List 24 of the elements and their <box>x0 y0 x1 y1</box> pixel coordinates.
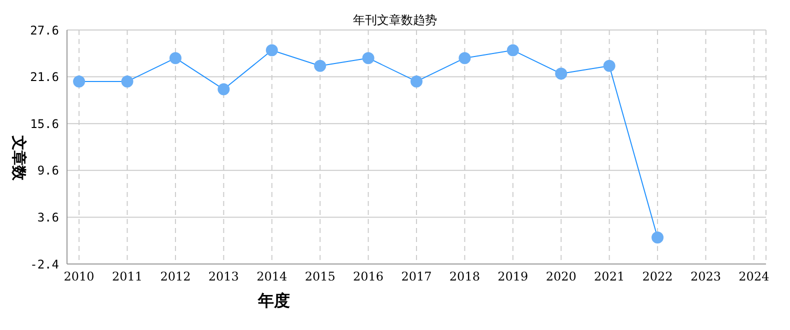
x-tick-label: 2015 <box>304 270 336 284</box>
y-tick-label: 27.6 <box>30 23 59 38</box>
x-tick-label: 2010 <box>64 270 94 284</box>
x-tick-label: 2016 <box>353 270 384 284</box>
x-axis-title: 年度 <box>258 291 290 312</box>
x-tick-label: 2019 <box>498 270 528 284</box>
x-tick-label: 2024 <box>738 270 770 284</box>
x-tick-label: 2020 <box>546 270 576 284</box>
x-tick-label: 2021 <box>594 270 625 284</box>
y-tick-label: 9.6 <box>37 164 59 178</box>
x-tick-label: 2012 <box>160 270 191 284</box>
chart-title: 年刊文章数趋势 <box>353 13 437 27</box>
y-axis-title: 文章数 <box>9 134 28 182</box>
y-tick-label: 15.6 <box>30 116 59 131</box>
x-tick-label: 2011 <box>112 270 143 284</box>
x-tick-label: 2014 <box>256 270 288 284</box>
y-tick-label: -2.4 <box>30 257 59 272</box>
y-tick-label: 21.6 <box>30 70 59 84</box>
x-tick-label: 2013 <box>208 270 239 284</box>
y-tick-label: 3.6 <box>37 210 59 224</box>
x-tick-label: 2022 <box>642 270 673 284</box>
x-tick-label: 2018 <box>449 270 480 284</box>
x-tick-label: 2017 <box>401 270 432 284</box>
x-tick-label: 2023 <box>690 270 722 284</box>
